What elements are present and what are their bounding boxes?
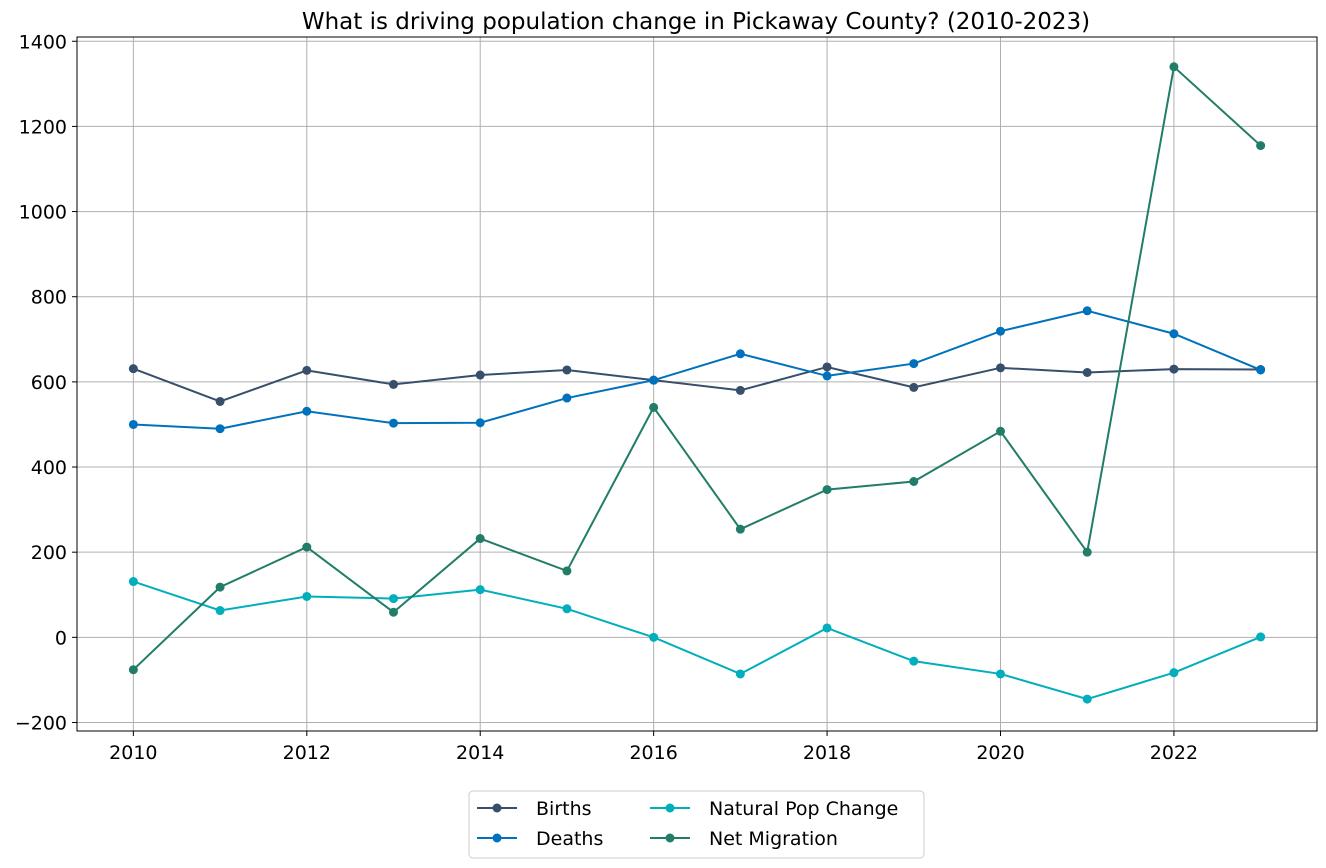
deaths-point [735, 349, 745, 359]
births-point [475, 370, 485, 380]
natural-pop-change-point [649, 632, 659, 642]
births-point [1169, 364, 1179, 374]
net-migration-point [1082, 547, 1092, 557]
births-point [302, 365, 312, 375]
births-point [1082, 368, 1092, 378]
net-migration-point [822, 485, 832, 495]
net-migration-point [909, 477, 919, 487]
natural-pop-change-point [1169, 668, 1179, 678]
natural-pop-change-point [822, 623, 832, 633]
series-natural-pop-change [128, 577, 1266, 704]
x-tick-label: 2012 [283, 742, 331, 764]
legend-item-net-migration: Net Migration [650, 828, 838, 850]
plot-frame [76, 36, 1318, 732]
y-tick-label: 200 [31, 542, 67, 564]
x-axis: 2010 2012 2014 2016 2018 2020 2022 [109, 731, 1198, 764]
y-axis: −200 0 200 400 600 800 1000 1200 1400 [15, 31, 77, 734]
net-migration-point [735, 524, 745, 534]
deaths-point [1082, 306, 1092, 316]
legend-item-deaths: Deaths [477, 828, 603, 850]
net-migration-point [562, 566, 572, 576]
series-net-migration [128, 62, 1266, 675]
natural-pop-change-point [735, 669, 745, 679]
births-point [389, 379, 399, 389]
births-point [735, 385, 745, 395]
deaths-line [133, 309, 1262, 430]
series-layer [128, 62, 1266, 704]
net-migration-point [995, 426, 1005, 436]
deaths-point [475, 418, 485, 428]
net-migration-point [389, 607, 399, 617]
deaths-point [1169, 329, 1179, 339]
natural-pop-change-point [128, 577, 138, 587]
grid [77, 37, 1317, 731]
legend-item-births: Births [477, 798, 592, 820]
x-tick-label: 2014 [456, 742, 504, 764]
net-migration-line [132, 64, 1262, 671]
births-point [128, 364, 138, 374]
x-tick-label: 2020 [976, 742, 1024, 764]
y-tick-label: 1000 [19, 202, 67, 224]
y-tick-label: 1200 [19, 116, 67, 138]
births-point [995, 363, 1005, 373]
legend-swatch-marker [665, 833, 675, 843]
natural-pop-change-point [562, 604, 572, 614]
natural-pop-change-point [389, 594, 399, 604]
x-tick-label: 2016 [629, 742, 677, 764]
legend-swatch-marker [665, 803, 675, 813]
series-births [128, 362, 1266, 406]
natural-pop-change-point [995, 669, 1005, 679]
births-point [822, 362, 832, 372]
y-tick-label: 400 [31, 457, 67, 479]
net-migration-point [649, 402, 659, 412]
births-line [133, 365, 1261, 403]
births-point [562, 365, 572, 375]
deaths-point [822, 371, 832, 381]
legend-swatch-marker [492, 833, 502, 843]
deaths-point [649, 375, 659, 385]
y-tick-label: 800 [31, 287, 67, 309]
x-tick-label: 2018 [803, 742, 851, 764]
deaths-point [128, 419, 138, 429]
x-tick-label: 2022 [1150, 742, 1198, 764]
births-point [909, 382, 919, 392]
legend-label: Net Migration [709, 828, 838, 850]
net-migration-point [215, 582, 225, 592]
natural-pop-change-point [1082, 694, 1092, 704]
legend-box [468, 790, 925, 859]
net-migration-point [475, 534, 485, 544]
y-tick-label: 1400 [19, 31, 67, 53]
series-deaths [128, 306, 1266, 434]
x-tick-label: 2010 [109, 742, 157, 764]
legend-label: Deaths [536, 828, 603, 850]
y-tick-label: 600 [31, 372, 67, 394]
legend-label: Births [536, 798, 592, 820]
deaths-point [302, 406, 312, 416]
y-tick-label: 0 [55, 627, 67, 649]
natural-pop-change-point [909, 656, 919, 666]
legend-label: Natural Pop Change [709, 798, 898, 820]
natural-pop-change-point [475, 585, 485, 595]
legend-swatch-marker [492, 803, 502, 813]
deaths-point [1256, 365, 1266, 375]
net-migration-point [128, 665, 138, 675]
natural-pop-change-point [215, 606, 225, 616]
y-tick-label: −200 [15, 712, 67, 734]
chart-title: What is driving population change in Pic… [302, 9, 1090, 35]
deaths-point [389, 418, 399, 428]
deaths-point [995, 326, 1005, 336]
net-migration-point [1169, 62, 1179, 72]
legend: Births Deaths Natural Pop Change Net Migrat… [468, 790, 925, 859]
deaths-point [562, 393, 572, 403]
legend-item-natural-pop-change: Natural Pop Change [650, 798, 898, 820]
births-point [215, 396, 225, 406]
deaths-point [909, 359, 919, 369]
natural-pop-change-point [1256, 632, 1266, 642]
deaths-point [215, 424, 225, 434]
natural-pop-change-point [302, 591, 312, 601]
net-migration-point [1256, 141, 1266, 151]
natural-pop-change-line [133, 580, 1262, 701]
net-migration-point [302, 542, 312, 552]
